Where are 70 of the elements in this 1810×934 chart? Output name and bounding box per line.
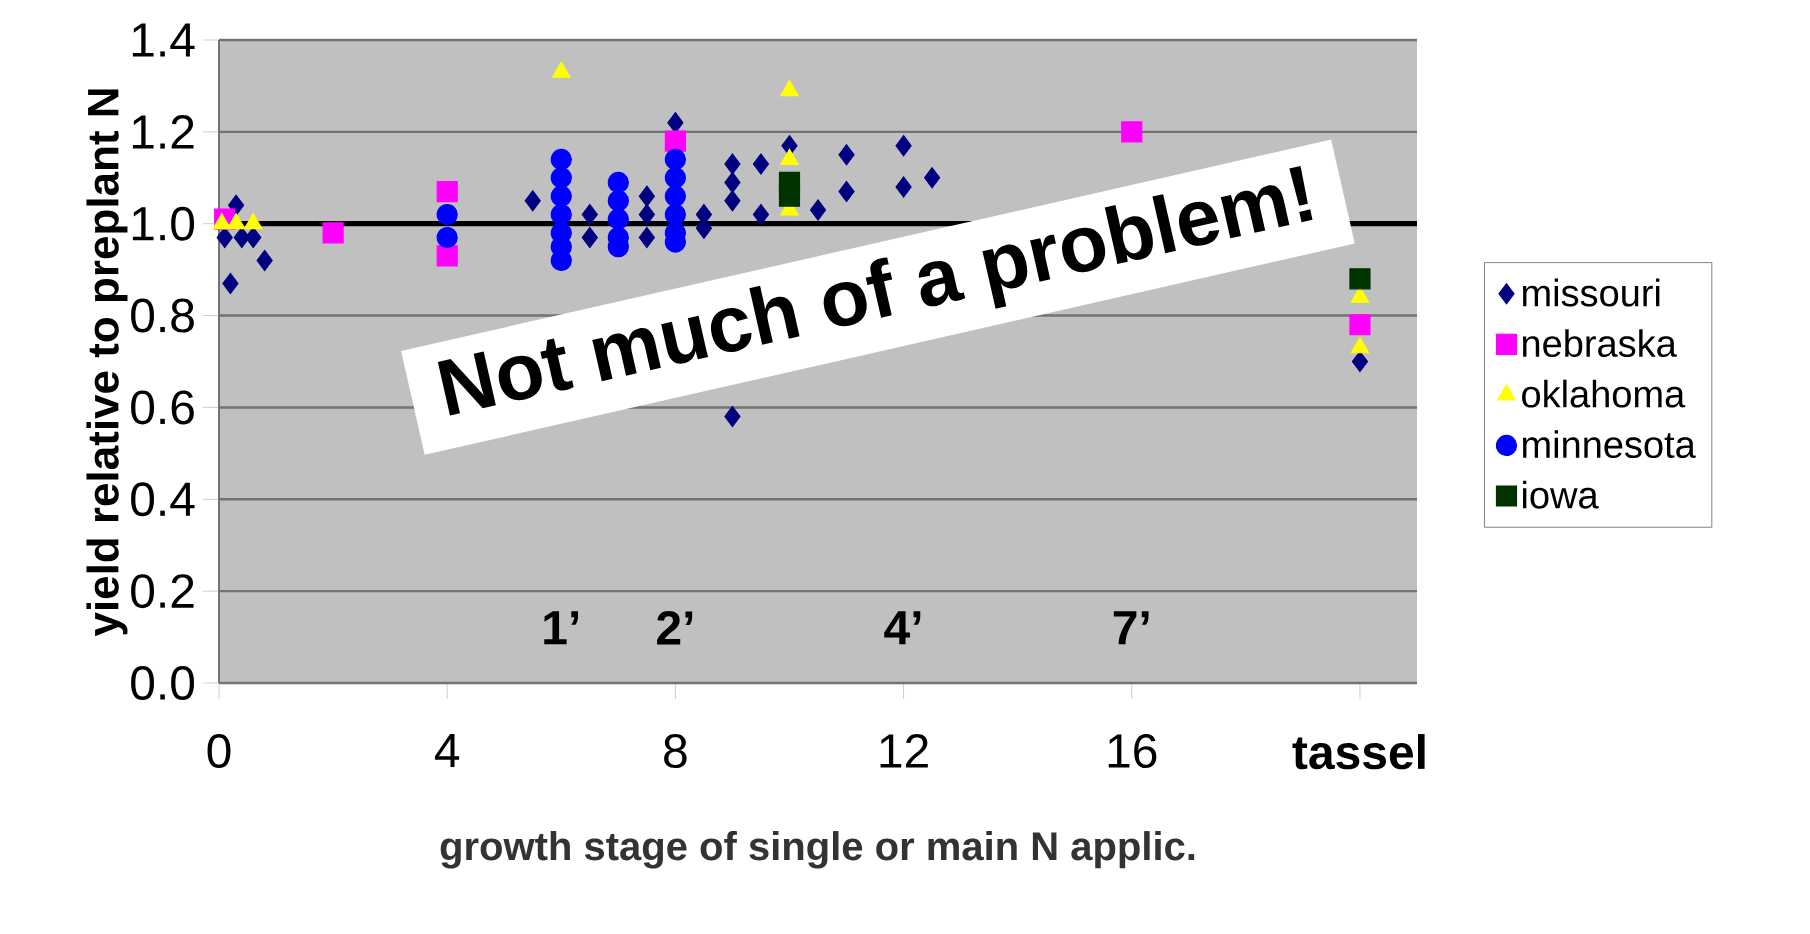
point — [233, 226, 250, 249]
point — [724, 171, 741, 193]
point — [638, 226, 655, 249]
legend-label: missouri — [1523, 278, 1660, 307]
point — [838, 180, 855, 203]
x-tick-label: 16 — [1108, 734, 1157, 769]
point — [436, 226, 458, 249]
point — [664, 148, 686, 171]
point — [581, 203, 598, 226]
point — [809, 199, 827, 221]
legend-label: oklahoma — [1522, 379, 1686, 408]
y-tick-label: 0.0 — [131, 666, 195, 700]
point — [550, 185, 572, 207]
x-tick-label: tassel — [1292, 734, 1425, 770]
x-tick-label: 8 — [664, 734, 687, 769]
point — [581, 226, 598, 249]
point — [838, 144, 855, 166]
y-axis-title: yield relative to preplant N — [86, 89, 128, 637]
point — [550, 203, 572, 226]
point — [607, 190, 629, 212]
point — [245, 226, 262, 249]
point — [724, 153, 741, 175]
point — [607, 208, 629, 230]
point — [550, 167, 572, 189]
y-tick-label: 1.0 — [132, 206, 195, 241]
point — [638, 185, 655, 207]
annotation: 7’ — [1113, 611, 1149, 645]
point — [924, 167, 941, 189]
annotation: 1’ — [544, 611, 579, 645]
point — [1349, 314, 1371, 336]
point — [664, 203, 686, 226]
point — [322, 222, 344, 244]
point — [524, 190, 541, 212]
annotation: 2’ — [657, 610, 693, 645]
x-tick-label: 0 — [207, 734, 231, 769]
point — [724, 406, 741, 428]
point — [724, 190, 741, 212]
point — [664, 167, 686, 189]
point — [1351, 350, 1369, 373]
annotation: 4’ — [884, 611, 921, 645]
point — [664, 185, 686, 207]
y-tick-label: 1.2 — [132, 115, 194, 149]
point — [607, 171, 629, 193]
point — [895, 176, 912, 198]
point — [222, 272, 239, 295]
y-tick-label: 0.6 — [131, 390, 194, 425]
point — [436, 203, 458, 226]
legend-label: iowa — [1523, 480, 1599, 509]
point — [895, 135, 912, 157]
x-tick-label: 4 — [434, 734, 460, 768]
point — [550, 148, 572, 171]
y-tick-label: 0.4 — [131, 482, 195, 517]
legend-label: minnesota — [1523, 430, 1696, 459]
point — [256, 249, 273, 272]
x-tick-label: 12 — [880, 734, 928, 768]
point — [752, 203, 770, 226]
y-tick-label: 1.4 — [132, 23, 195, 57]
y-tick-label: 0.8 — [131, 298, 194, 333]
point — [778, 185, 801, 207]
x-axis-title: growth stage of single or main N applic. — [440, 831, 1195, 869]
point — [664, 130, 686, 152]
point — [638, 203, 655, 226]
point — [436, 180, 458, 203]
point — [228, 194, 245, 216]
y-tick-label: 0.2 — [131, 574, 194, 609]
point — [1349, 268, 1371, 290]
legend-label: nebraska — [1523, 329, 1677, 358]
point — [1121, 121, 1143, 143]
point — [752, 153, 770, 175]
point — [436, 245, 458, 267]
